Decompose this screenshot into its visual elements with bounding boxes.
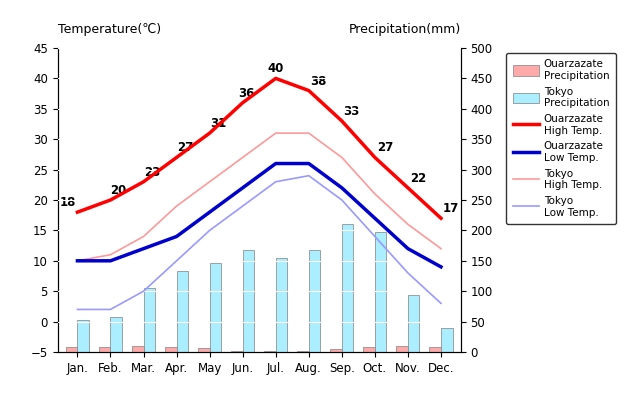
Text: 20: 20 bbox=[111, 184, 127, 197]
Bar bbox=[210, 263, 221, 352]
Bar bbox=[297, 351, 308, 352]
Bar bbox=[143, 288, 155, 352]
Bar bbox=[77, 320, 89, 352]
Text: 27: 27 bbox=[177, 141, 193, 154]
Text: Temperature(℃): Temperature(℃) bbox=[58, 23, 161, 36]
Bar bbox=[111, 317, 122, 352]
Bar bbox=[364, 346, 375, 352]
Bar bbox=[396, 346, 408, 352]
Text: 22: 22 bbox=[410, 172, 426, 185]
Bar bbox=[66, 346, 77, 352]
Bar bbox=[198, 348, 210, 352]
Bar bbox=[243, 250, 254, 352]
Text: 33: 33 bbox=[344, 105, 360, 118]
Bar bbox=[276, 258, 287, 352]
Text: 17: 17 bbox=[443, 202, 459, 215]
Bar bbox=[99, 347, 111, 352]
Bar bbox=[441, 328, 452, 352]
Bar bbox=[231, 351, 243, 352]
Bar bbox=[342, 224, 353, 352]
Bar bbox=[132, 346, 143, 352]
Bar bbox=[375, 232, 387, 352]
Bar bbox=[165, 347, 177, 352]
Text: 27: 27 bbox=[377, 141, 393, 154]
Text: 31: 31 bbox=[210, 117, 226, 130]
Text: 23: 23 bbox=[143, 166, 160, 179]
Bar bbox=[308, 250, 321, 352]
Text: 18: 18 bbox=[60, 196, 76, 209]
Bar bbox=[408, 296, 419, 352]
Bar bbox=[330, 349, 342, 352]
Legend: Ouarzazate
Precipitation, Tokyo
Precipitation, Ouarzazate
High Temp., Ouarzazate: Ouarzazate Precipitation, Tokyo Precipit… bbox=[506, 53, 616, 224]
Text: 36: 36 bbox=[238, 87, 254, 100]
Bar bbox=[429, 346, 441, 352]
Text: 38: 38 bbox=[310, 74, 327, 88]
Bar bbox=[264, 351, 276, 352]
Text: 40: 40 bbox=[268, 62, 284, 75]
Text: Precipitation(mm): Precipitation(mm) bbox=[349, 23, 461, 36]
Bar bbox=[177, 271, 188, 352]
